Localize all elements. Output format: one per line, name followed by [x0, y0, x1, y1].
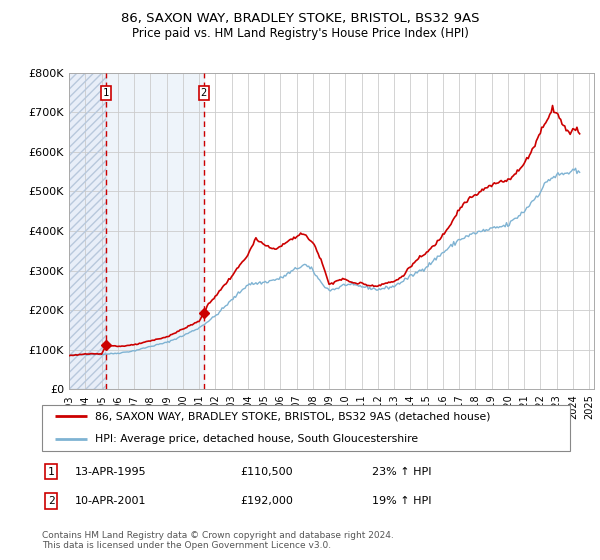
Text: 2: 2	[200, 88, 207, 99]
Text: 19% ↑ HPI: 19% ↑ HPI	[372, 496, 431, 506]
Text: 86, SAXON WAY, BRADLEY STOKE, BRISTOL, BS32 9AS: 86, SAXON WAY, BRADLEY STOKE, BRISTOL, B…	[121, 12, 479, 25]
Text: 1: 1	[103, 88, 109, 99]
Text: 86, SAXON WAY, BRADLEY STOKE, BRISTOL, BS32 9AS (detached house): 86, SAXON WAY, BRADLEY STOKE, BRISTOL, B…	[95, 412, 490, 421]
Text: 23% ↑ HPI: 23% ↑ HPI	[372, 466, 431, 477]
Bar	[106, 73, 203, 389]
Text: Contains HM Land Registry data © Crown copyright and database right 2024.
This d: Contains HM Land Registry data © Crown c…	[42, 531, 394, 550]
Text: £110,500: £110,500	[240, 466, 293, 477]
Text: 1: 1	[47, 466, 55, 477]
Text: £192,000: £192,000	[240, 496, 293, 506]
Bar	[69, 73, 106, 389]
Text: 10-APR-2001: 10-APR-2001	[75, 496, 146, 506]
Text: HPI: Average price, detached house, South Gloucestershire: HPI: Average price, detached house, Sout…	[95, 435, 418, 444]
Text: Price paid vs. HM Land Registry's House Price Index (HPI): Price paid vs. HM Land Registry's House …	[131, 27, 469, 40]
Text: 2: 2	[47, 496, 55, 506]
Bar	[69, 73, 106, 389]
Text: 13-APR-1995: 13-APR-1995	[75, 466, 146, 477]
